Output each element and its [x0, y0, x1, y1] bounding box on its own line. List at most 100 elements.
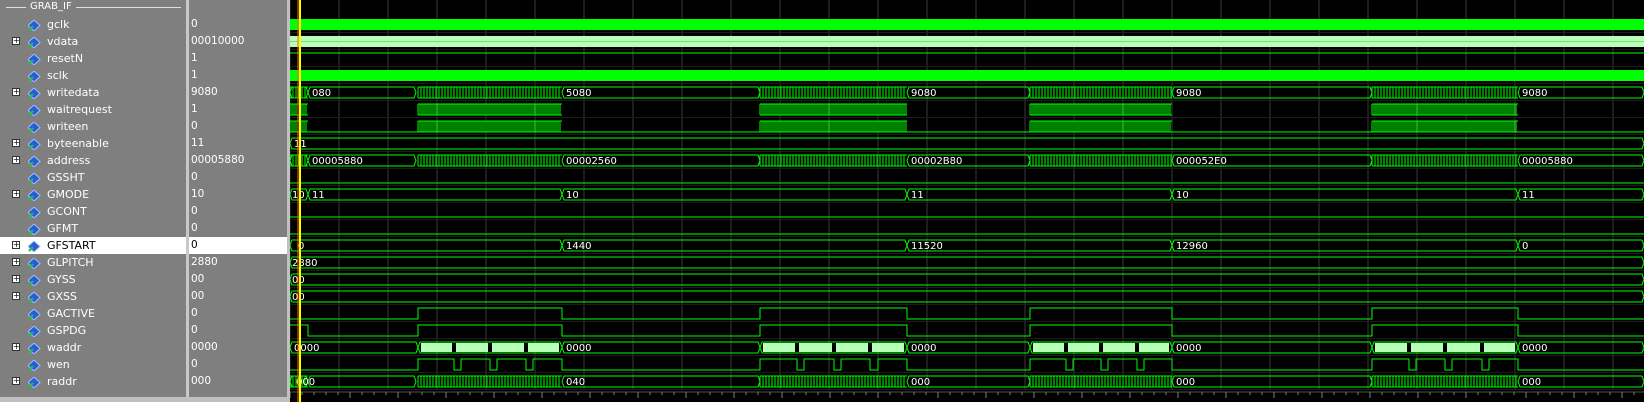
signal-row[interactable]: waitrequest — [0, 101, 187, 118]
waveform-pane[interactable]: 0805080908090809080110000588000002560000… — [290, 0, 1644, 402]
expand-icon[interactable]: + — [12, 138, 20, 147]
waddr-value-label: 0000 — [911, 343, 936, 354]
signal-diamond-icon — [27, 206, 41, 219]
raddr-value-label: 040 — [566, 377, 585, 388]
signal-row[interactable]: + GFSTART — [0, 237, 187, 254]
signal-row[interactable]: + waddr — [0, 339, 187, 356]
waddr-transition — [832, 343, 836, 352]
signal-row[interactable]: + raddr — [0, 373, 187, 390]
expand-icon[interactable]: + — [12, 274, 20, 283]
signal-row[interactable]: + byteenable — [0, 135, 187, 152]
signal-name: GLPITCH — [47, 256, 94, 269]
GMODE-segment — [561, 188, 908, 201]
signal-diamond-icon — [27, 19, 41, 32]
signal-value: 0000 — [191, 341, 218, 353]
group-header[interactable]: GRAB_IF — [0, 0, 187, 14]
signal-row[interactable]: GFMT — [0, 220, 187, 237]
writedata-activity — [1371, 86, 1518, 99]
signal-row[interactable]: + GLPITCH — [0, 254, 187, 271]
signal-row[interactable]: GCONT — [0, 203, 187, 220]
signal-diamond-icon — [27, 240, 41, 253]
signal-name: GSPDG — [47, 324, 87, 337]
address-segment — [307, 154, 417, 167]
GFSTART-value-label: 1440 — [566, 241, 591, 252]
signal-row[interactable]: wen — [0, 356, 187, 373]
waddr-segment — [1171, 341, 1373, 354]
raddr-value-label: 000 — [911, 377, 930, 388]
expand-icon[interactable]: + — [12, 257, 20, 266]
signal-name: GFSTART — [47, 239, 96, 252]
signal-value: 0 — [189, 237, 287, 254]
signal-row[interactable]: + GMODE — [0, 186, 187, 203]
signal-value: 00 — [191, 290, 205, 302]
address-activity — [759, 154, 907, 167]
waitrequest-activity — [417, 103, 562, 116]
expand-icon[interactable]: + — [12, 87, 20, 96]
expand-icon[interactable]: + — [12, 36, 20, 45]
expand-icon[interactable]: + — [12, 342, 20, 351]
signal-row[interactable]: + address — [0, 152, 187, 169]
address-value-label: 00002B80 — [911, 156, 962, 167]
signal-row[interactable]: + writedata — [0, 84, 187, 101]
expand-icon[interactable]: + — [12, 155, 20, 164]
signal-name-pane[interactable]: GRAB_IF gclk + vdata resetN sclk + writedata wa… — [0, 0, 187, 402]
column-splitter[interactable] — [186, 0, 189, 402]
signal-diamond-icon — [27, 189, 41, 202]
writeen-activity — [417, 120, 562, 133]
GSPDG-wave — [290, 324, 1644, 337]
raddr-value-label: 000 — [1176, 377, 1195, 388]
wen-wave — [290, 358, 1644, 371]
raddr-segment — [1517, 375, 1644, 388]
signal-diamond-icon — [27, 121, 41, 134]
raddr-activity — [417, 375, 562, 388]
signal-row[interactable]: GSPDG — [0, 322, 187, 339]
GFSTART-segment — [290, 239, 563, 252]
GMODE-segment — [906, 188, 1173, 201]
signal-row[interactable]: GACTIVE — [0, 305, 187, 322]
waddr-value-label: 0000 — [1176, 343, 1201, 354]
expand-icon[interactable]: + — [12, 376, 20, 385]
writedata-activity — [417, 86, 562, 99]
waddr-transition — [524, 343, 528, 352]
signal-row[interactable]: sclk — [0, 67, 187, 84]
expand-icon[interactable]: + — [12, 240, 20, 249]
horizontal-scrollbar[interactable] — [0, 397, 290, 402]
address-activity — [1029, 154, 1172, 167]
raddr-value-label: 000 — [1522, 377, 1541, 388]
signal-name: vdata — [47, 35, 79, 48]
GMODE-value-label: 11 — [1522, 190, 1535, 201]
pane-splitter[interactable] — [287, 0, 290, 402]
signal-diamond-icon — [27, 155, 41, 168]
writedata-segment — [561, 86, 761, 99]
writeen-activity — [759, 120, 907, 133]
writeen-activity — [1029, 120, 1172, 133]
waddr-transition — [1135, 343, 1139, 352]
signal-row[interactable]: + GYSS — [0, 271, 187, 288]
waitrequest-activity — [1371, 103, 1518, 116]
GMODE-value-label: 11 — [911, 190, 924, 201]
signal-value: 11 — [191, 137, 205, 149]
raddr-segment — [307, 375, 417, 388]
signal-value: 00010000 — [191, 35, 245, 47]
GMODE-value-label: 10 — [566, 190, 579, 201]
waddr-segment — [1517, 341, 1644, 354]
signal-row[interactable]: gclk — [0, 16, 187, 33]
waitrequest-activity — [759, 103, 907, 116]
gclk-wave — [290, 19, 1644, 30]
signal-name: GXSS — [47, 290, 78, 303]
signal-name: address — [47, 154, 91, 167]
GMODE-segment — [307, 188, 563, 201]
signal-value: 1 — [191, 52, 198, 64]
GMODE-value-label: 11 — [312, 190, 325, 201]
signal-row[interactable]: writeen — [0, 118, 187, 135]
signal-row[interactable]: resetN — [0, 50, 187, 67]
signal-row[interactable]: GSSHT — [0, 169, 187, 186]
waddr-value-label: 0000 — [294, 343, 319, 354]
signal-name: gclk — [47, 18, 70, 31]
GYSS-segment — [290, 273, 1644, 286]
signal-diamond-icon — [27, 70, 41, 83]
signal-row[interactable]: + vdata — [0, 33, 187, 50]
expand-icon[interactable]: + — [12, 189, 20, 198]
expand-icon[interactable]: + — [12, 291, 20, 300]
signal-row[interactable]: + GXSS — [0, 288, 187, 305]
